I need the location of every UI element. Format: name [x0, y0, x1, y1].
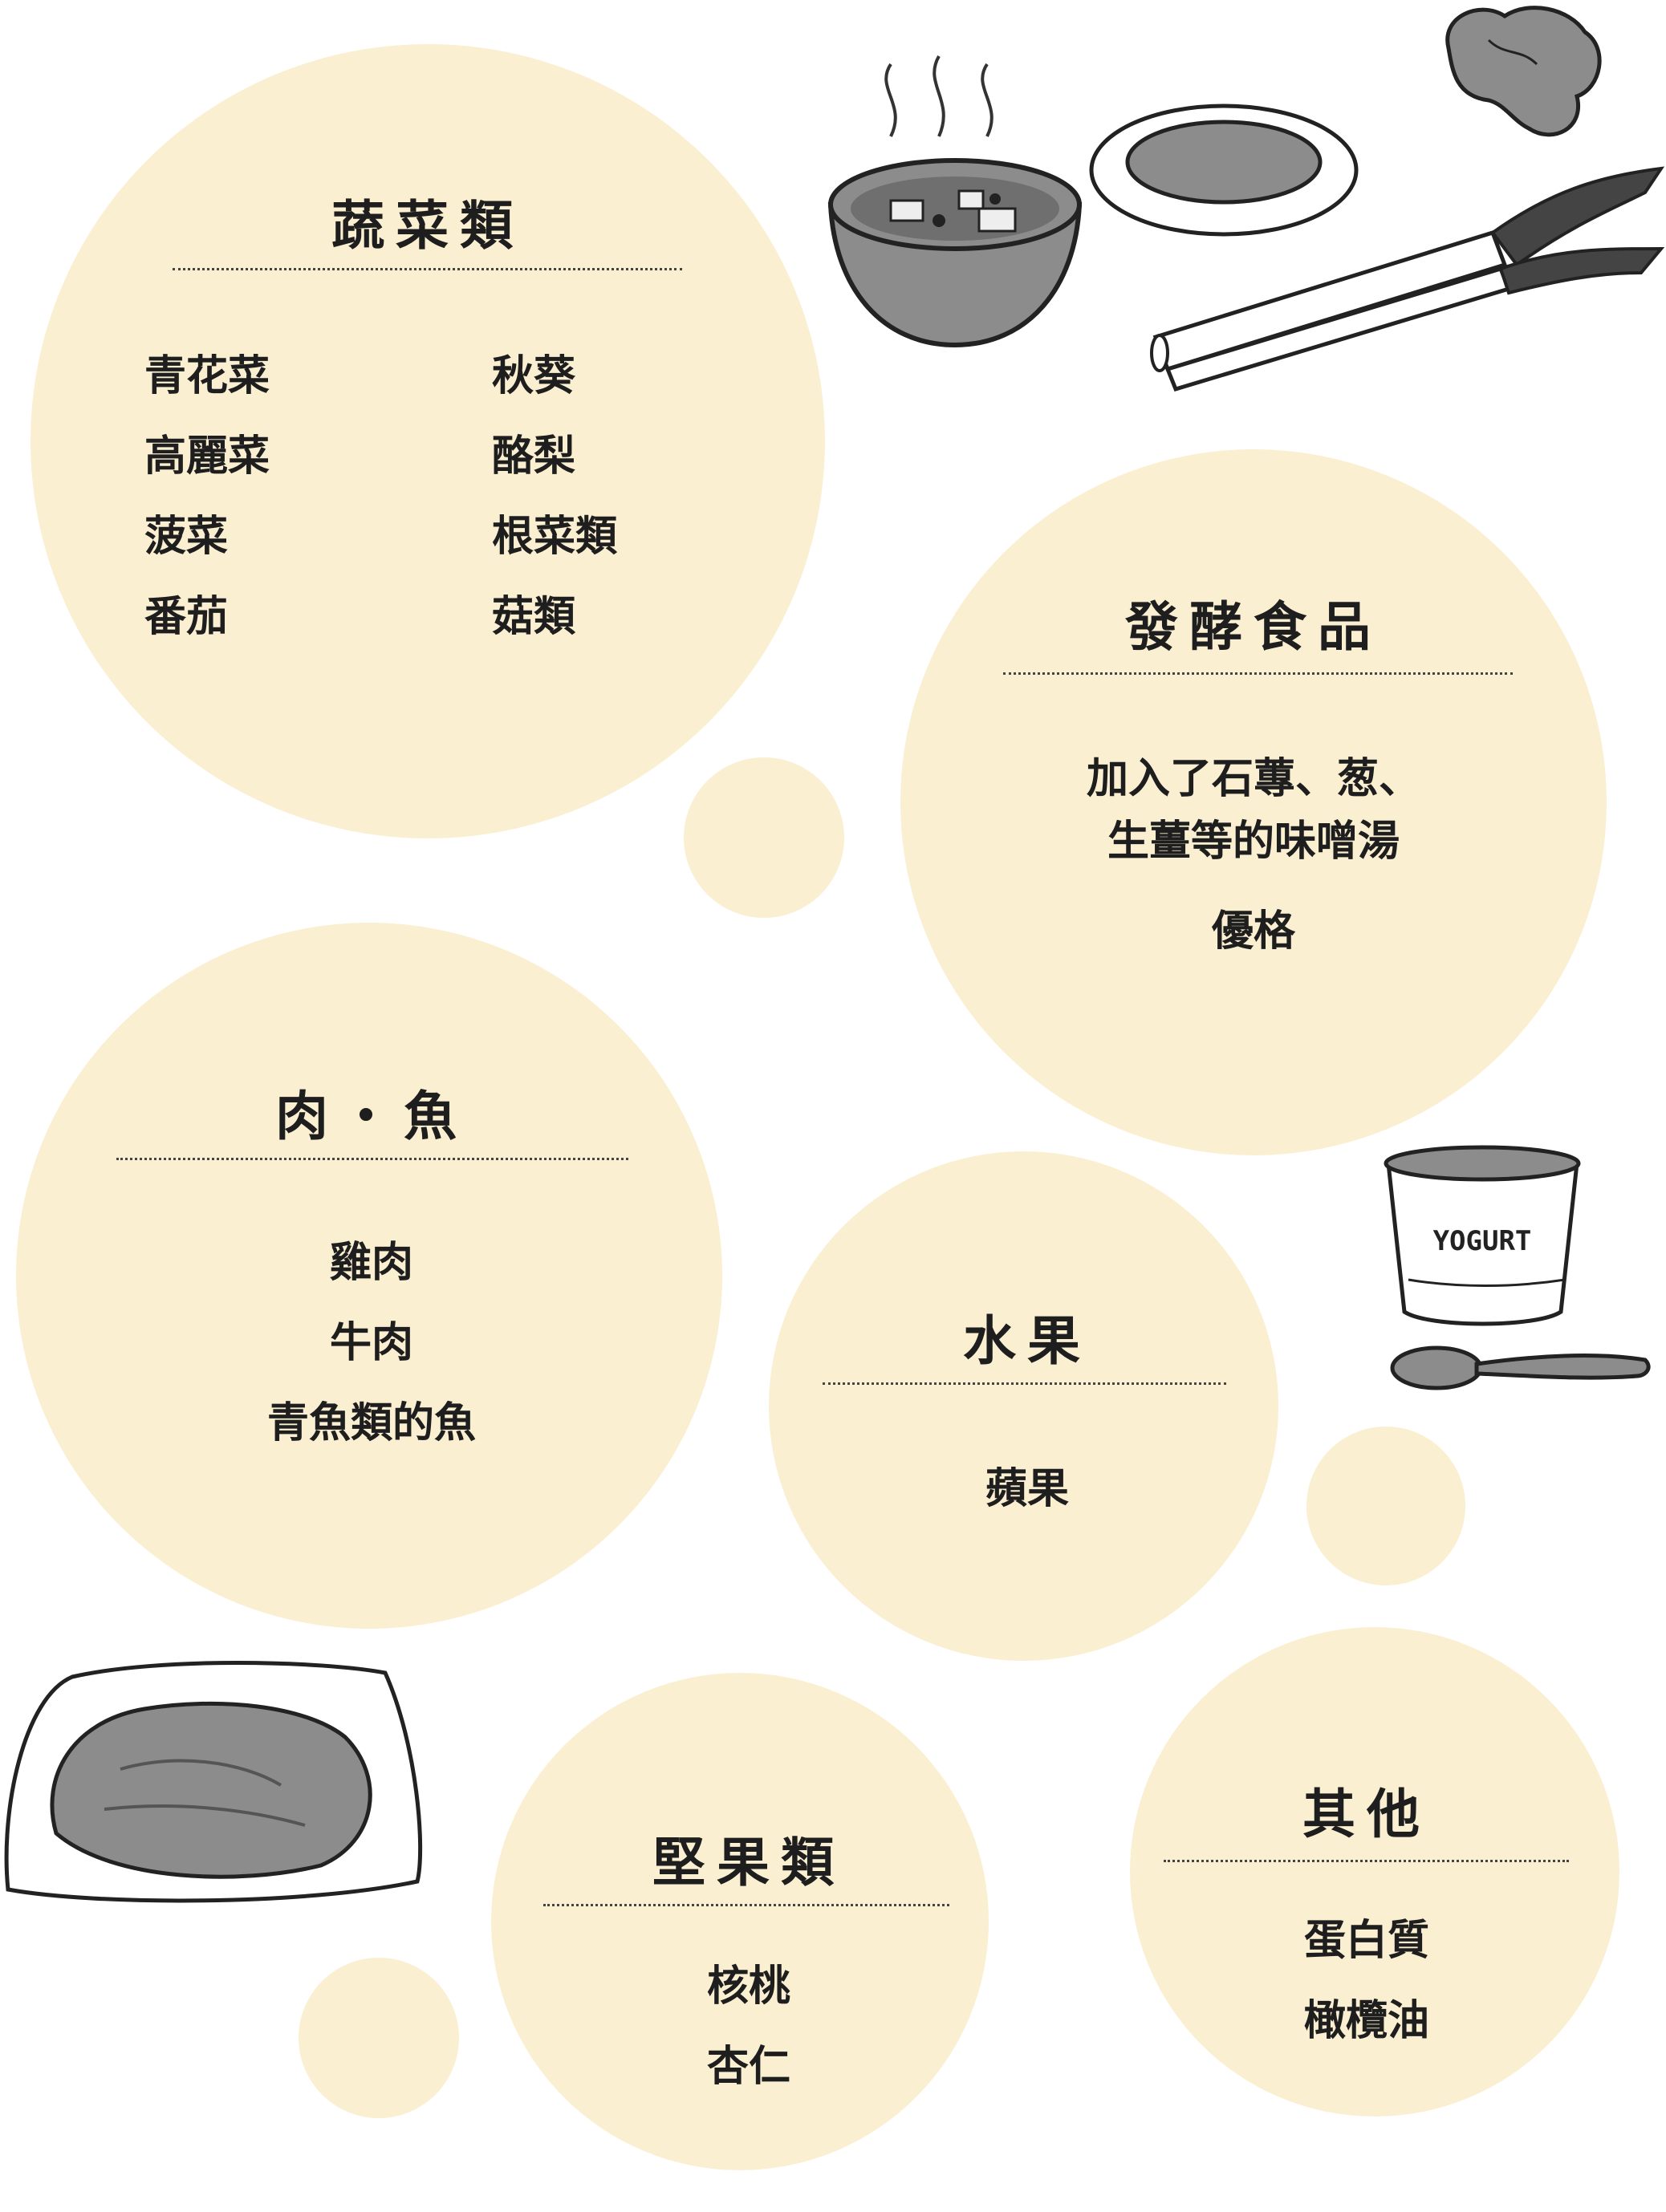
fruit-circle	[769, 1151, 1278, 1661]
others-item: 蛋白質	[1303, 1917, 1429, 1965]
vegetable-item: 菇類	[492, 593, 576, 641]
fruit-divider	[823, 1382, 1226, 1385]
vegetables-circle	[30, 44, 825, 838]
ginger-icon	[1445, 6, 1602, 137]
others-circle	[1130, 1627, 1619, 2117]
fermented-item: 優格	[1211, 907, 1295, 956]
deco-circle-small-2	[1306, 1427, 1465, 1585]
meat-fish-item: 青魚類的魚	[266, 1399, 476, 1447]
fermented-divider	[1003, 672, 1513, 675]
meat-fish-item: 牛肉	[329, 1319, 413, 1367]
vegetables-title: 蔬菜類	[331, 195, 524, 257]
others-divider	[1164, 1860, 1569, 1862]
meat-fish-circle	[16, 923, 722, 1629]
fruit-title: 水果	[963, 1310, 1091, 1372]
deco-circle-small-1	[684, 757, 844, 918]
spoon-icon	[1390, 1345, 1651, 1390]
fermented-item: 生薑等的味噌湯	[1107, 818, 1400, 866]
vegetable-item: 酪梨	[492, 432, 576, 481]
vegetable-item: 根菜類	[492, 513, 618, 561]
fermented-item: 加入了石蓴、葱、	[1086, 755, 1420, 803]
vegetable-item: 秋葵	[492, 352, 576, 400]
deco-circle-small-3	[299, 1958, 459, 2118]
nut-item: 核桃	[706, 1962, 790, 2011]
meat-fish-divider	[116, 1158, 628, 1160]
fermented-title: 發酵食品	[1125, 596, 1382, 658]
natto-plate-icon	[1089, 103, 1359, 237]
green-onion-icon	[1150, 166, 1665, 392]
meat-fish-item: 雞肉	[329, 1239, 413, 1287]
vegetables-divider	[173, 268, 682, 270]
vegetable-item: 番茄	[144, 593, 229, 641]
vegetable-item: 菠菜	[144, 513, 229, 561]
fruit-item: 蘋果	[985, 1465, 1069, 1513]
vegetable-item: 青花菜	[144, 352, 270, 400]
fermented-circle	[900, 449, 1607, 1155]
steak-plate-icon	[4, 1661, 423, 1903]
others-item: 橄欖油	[1303, 1997, 1429, 2045]
yogurt-label: YOGURT	[1433, 1225, 1532, 1257]
meat-fish-title: 肉・魚	[275, 1086, 468, 1147]
others-title: 其他	[1302, 1784, 1431, 1845]
nut-item: 杏仁	[706, 2043, 790, 2091]
vegetable-item: 高麗菜	[144, 432, 270, 481]
yogurt-cup-icon: YOGURT	[1384, 1145, 1581, 1326]
nuts-divider	[543, 1904, 949, 1906]
nuts-title: 堅果類	[652, 1832, 845, 1893]
miso-soup-icon	[827, 55, 1083, 348]
nuts-circle	[491, 1673, 989, 2170]
